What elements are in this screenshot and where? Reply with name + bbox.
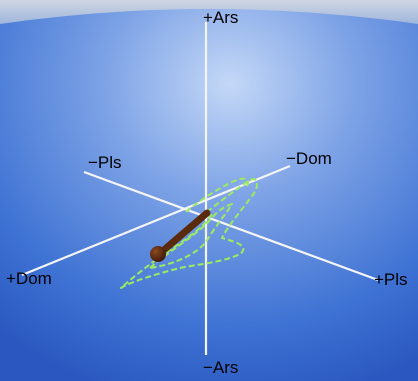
axis-label-ars-pos: +Ars — [203, 8, 238, 27]
axis-label-ars-neg: −Ars — [203, 358, 238, 377]
pls-axis — [83, 170, 379, 282]
axis-label-pls-neg: −Pls — [88, 153, 122, 172]
axis-label-dom-neg: −Dom — [286, 149, 332, 168]
axis-label-dom-pos: +Dom — [6, 269, 52, 288]
pointer-head — [150, 246, 166, 262]
dome-top-edge — [0, 0, 418, 24]
axis-label-pls-pos: +Pls — [374, 270, 408, 289]
pointer-probe — [150, 209, 211, 262]
